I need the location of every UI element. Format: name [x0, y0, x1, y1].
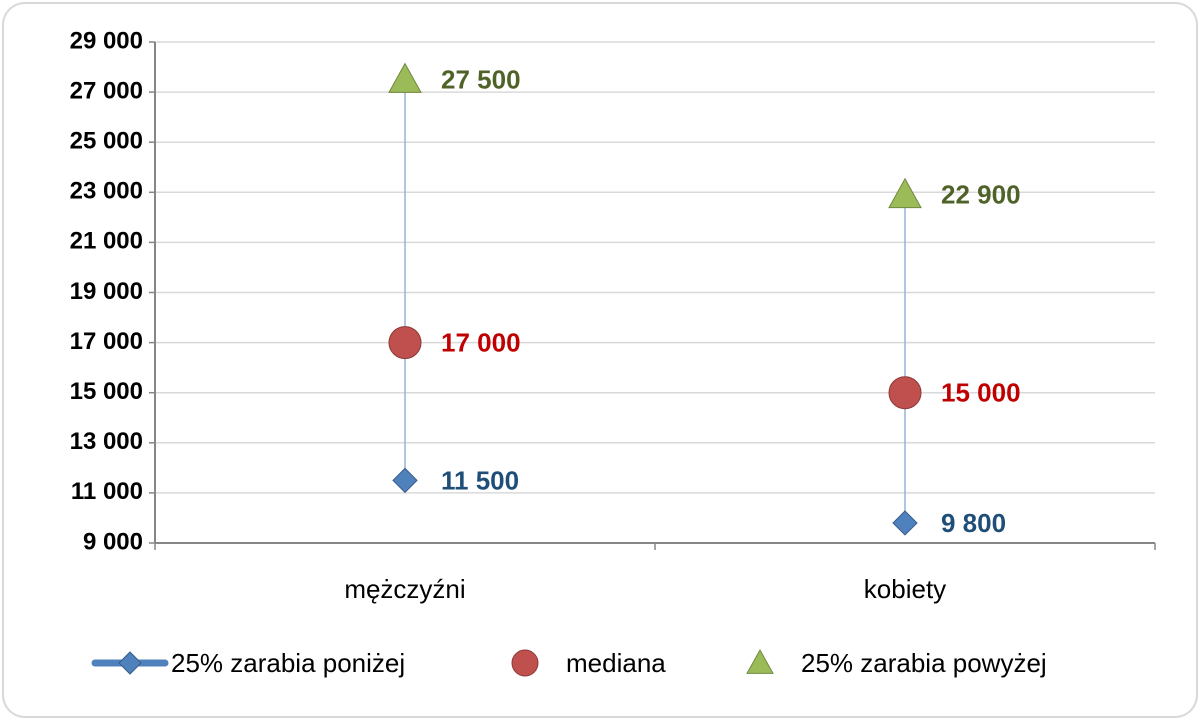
data-label: 17 000 [441, 327, 521, 357]
y-tick-label: 11 000 [71, 478, 143, 505]
y-tick-label: 13 000 [70, 428, 143, 455]
marker-diamond [392, 467, 418, 494]
marker-diamond [118, 651, 142, 675]
y-tick-label: 27 000 [70, 77, 143, 104]
x-tick-label: kobiety [864, 574, 946, 604]
y-tick-label: 15 000 [70, 378, 143, 405]
y-tick-label: 19 000 [70, 278, 143, 305]
y-tick-label: 25 000 [70, 128, 143, 155]
data-label: 11 500 [441, 465, 519, 495]
x-tick-label: mężczyźni [344, 574, 465, 604]
y-tick-label: 21 000 [70, 228, 143, 255]
data-label: 9 800 [941, 508, 1006, 538]
marker-circle [511, 649, 539, 677]
data-label: 15 000 [941, 378, 1021, 408]
legend-label: mediana [566, 648, 666, 678]
y-tick-label: 29 000 [70, 27, 143, 54]
legend-label: 25% zarabia powyżej [801, 648, 1047, 678]
marker-triangle [746, 648, 774, 674]
marker-diamond [892, 510, 918, 536]
y-tick-label: 17 000 [70, 328, 143, 355]
y-tick-label: 9 000 [83, 528, 143, 555]
data-label: 27 500 [441, 64, 521, 94]
legend-label: 25% zarabia poniżej [171, 648, 405, 678]
marker-circle [388, 326, 422, 360]
marker-circle [888, 376, 922, 410]
data-label: 22 900 [941, 180, 1021, 210]
y-tick-label: 23 000 [70, 178, 143, 205]
marker-triangle [388, 62, 422, 93]
marker-triangle [888, 177, 922, 209]
